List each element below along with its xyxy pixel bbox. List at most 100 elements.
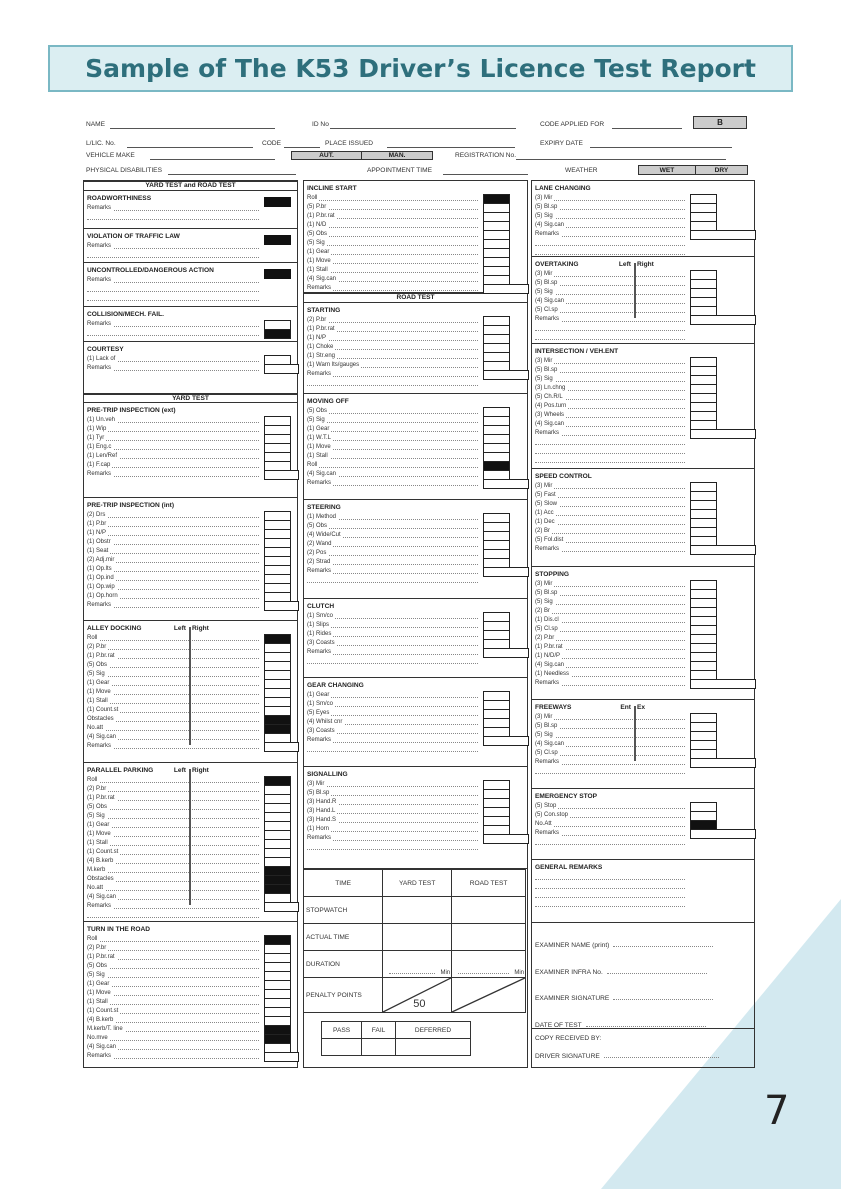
item-label: Roll bbox=[87, 936, 100, 942]
item-label: Remarks bbox=[307, 737, 334, 743]
item-1-stall: (1) Stall bbox=[84, 697, 297, 707]
item-label: (5) Obs bbox=[307, 408, 330, 414]
item-label: (1) Move bbox=[87, 689, 113, 695]
item-remarks: Remarks bbox=[304, 834, 529, 844]
check-box[interactable] bbox=[483, 479, 529, 489]
man-option[interactable]: MAN. bbox=[361, 151, 433, 160]
section-title: STOPPING bbox=[532, 570, 754, 580]
dotted-leader bbox=[307, 663, 478, 664]
time-cell[interactable] bbox=[451, 923, 526, 951]
examiner-field-examiner-signature[interactable]: EXAMINER SIGNATURE bbox=[535, 995, 714, 1002]
fault-box[interactable] bbox=[264, 269, 291, 279]
item-label: Remarks bbox=[307, 371, 334, 377]
check-box[interactable] bbox=[483, 567, 529, 577]
check-box[interactable] bbox=[264, 601, 299, 611]
check-box[interactable] bbox=[690, 429, 756, 439]
check-box[interactable] bbox=[264, 470, 299, 480]
copy-received-label: COPY RECEIVED BY: bbox=[535, 1035, 602, 1042]
dotted-leader bbox=[307, 245, 478, 246]
item-5-obs: (5) Obs bbox=[304, 407, 527, 417]
row-label: PENALTY POINTS bbox=[302, 977, 384, 1013]
physical-disabilities-field[interactable] bbox=[168, 174, 296, 175]
check-box[interactable] bbox=[690, 679, 756, 689]
expiry-date-field[interactable] bbox=[590, 147, 732, 148]
item-label: (1) Len/Ref bbox=[87, 453, 120, 459]
check-box[interactable] bbox=[690, 758, 756, 768]
place-issued-field[interactable] bbox=[387, 147, 515, 148]
name-field[interactable] bbox=[110, 128, 275, 129]
check-box[interactable] bbox=[483, 736, 529, 746]
item-label: (4) Pos.turn bbox=[535, 403, 569, 409]
examiner-field-date-of-test[interactable]: DATE OF TEST bbox=[535, 1022, 706, 1029]
item-label: Remarks bbox=[87, 471, 114, 477]
dotted-leader bbox=[307, 200, 478, 201]
check-box[interactable] bbox=[483, 370, 529, 380]
check-box[interactable] bbox=[483, 834, 529, 844]
result-fail-cell[interactable] bbox=[361, 1038, 396, 1056]
check-box[interactable] bbox=[690, 315, 756, 325]
result-pass-cell[interactable] bbox=[320, 1038, 363, 1056]
time-cell[interactable]: Min bbox=[451, 950, 526, 978]
driver-signature-field[interactable]: DRIVER SIGNATURE bbox=[535, 1053, 719, 1060]
field-label: DATE OF TEST bbox=[535, 1022, 582, 1029]
item-label: (1) Stall bbox=[307, 267, 330, 273]
item-label: (1) Un.veh bbox=[87, 417, 118, 423]
item-label: (4) Sig.can bbox=[307, 276, 339, 282]
dotted-leader bbox=[535, 372, 685, 373]
item-1-n-d: (1) N/D bbox=[304, 221, 527, 231]
dotted-leader bbox=[87, 210, 259, 211]
check-box[interactable] bbox=[483, 284, 529, 294]
code-applied-field[interactable] bbox=[612, 128, 682, 129]
time-cell[interactable]: Min bbox=[382, 950, 453, 978]
result-deferred-cell[interactable] bbox=[394, 1038, 472, 1056]
registration-field[interactable] bbox=[516, 159, 726, 160]
dotted-leader bbox=[307, 733, 478, 734]
examiner-field-examiner-name-print[interactable]: EXAMINER NAME (print) bbox=[535, 942, 714, 949]
time-cell[interactable] bbox=[451, 896, 526, 924]
id-no-field[interactable] bbox=[330, 128, 516, 129]
appointment-time-field[interactable] bbox=[443, 174, 528, 175]
item-5-sig: (5) Sig bbox=[532, 598, 754, 608]
section-title-text: PRE-TRIP INSPECTION (ext) bbox=[87, 407, 176, 414]
item-label: (1) Method bbox=[307, 514, 339, 520]
dotted-leader bbox=[535, 737, 685, 738]
fault-box-black[interactable] bbox=[264, 329, 291, 339]
dotted-line bbox=[532, 882, 754, 891]
section-title-text: SPEED CONTROL bbox=[535, 473, 592, 480]
time-cell[interactable] bbox=[382, 896, 453, 924]
dotted-leader bbox=[535, 728, 685, 729]
check-box[interactable] bbox=[264, 1052, 299, 1062]
check-box[interactable] bbox=[483, 648, 529, 658]
examiner-field-examiner-infra-no[interactable]: EXAMINER INFRA No. bbox=[535, 969, 707, 976]
item-label: (4) Sig.can bbox=[87, 734, 119, 740]
code-field[interactable] bbox=[284, 147, 320, 148]
check-box[interactable] bbox=[264, 742, 299, 752]
check-box[interactable] bbox=[690, 230, 756, 240]
aut-option[interactable]: AUT. bbox=[291, 151, 362, 160]
fault-box[interactable] bbox=[264, 197, 291, 207]
item-2-p-br: (2) P.br bbox=[84, 785, 297, 795]
time-cell[interactable] bbox=[451, 977, 526, 1013]
item-label: (4) B.kerb bbox=[87, 1017, 116, 1023]
time-cell[interactable] bbox=[382, 923, 453, 951]
item-5-sig: (5) Sig bbox=[532, 731, 754, 741]
dotted-leader bbox=[307, 467, 478, 468]
item-2-p-br: (2) P.br bbox=[84, 643, 297, 653]
time-cell[interactable]: 50 bbox=[382, 977, 453, 1013]
dotted-leader bbox=[307, 537, 478, 538]
check-box[interactable] bbox=[690, 545, 756, 555]
fault-box[interactable] bbox=[264, 235, 291, 245]
llic-no-field[interactable] bbox=[127, 147, 253, 148]
side-label: Left bbox=[618, 261, 631, 268]
item-label: (5) Sig bbox=[535, 732, 555, 738]
side-label: Right bbox=[637, 261, 654, 268]
dotted-line bbox=[304, 843, 527, 852]
check-box[interactable] bbox=[264, 364, 299, 374]
check-box[interactable] bbox=[690, 829, 756, 839]
vehicle-make-field[interactable] bbox=[150, 159, 275, 160]
item-1-str-eng: (1) Str.eng bbox=[304, 352, 527, 362]
check-box[interactable] bbox=[264, 902, 299, 912]
wet-option[interactable]: WET bbox=[638, 165, 696, 175]
dry-option[interactable]: DRY bbox=[695, 165, 748, 175]
item-label: (2) Wand bbox=[307, 541, 334, 547]
